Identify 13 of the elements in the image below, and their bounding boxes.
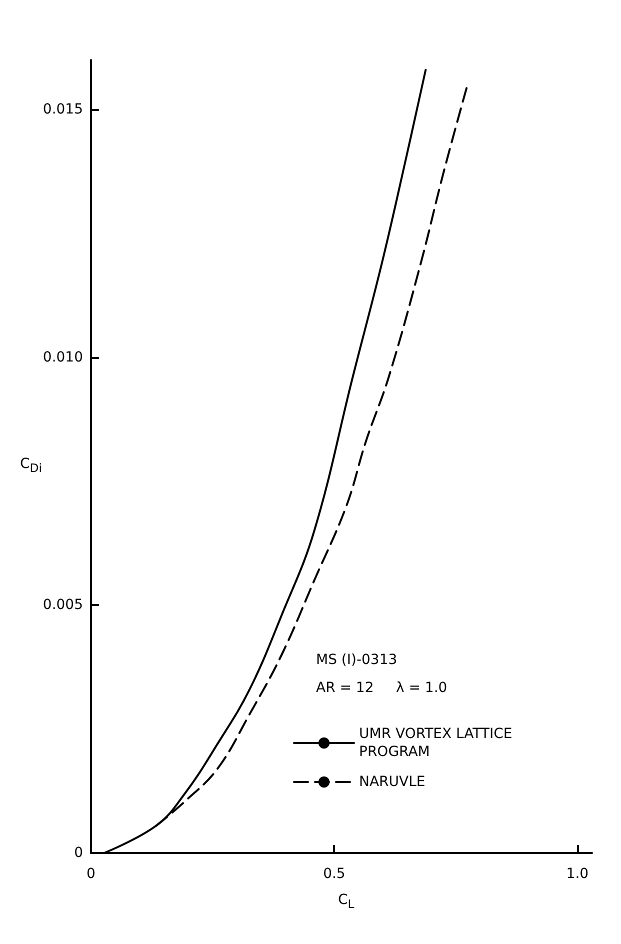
y-tick-label: 0 [74, 845, 83, 861]
annotation: MS (I)-0313 [316, 652, 398, 668]
x-tick-label: 0.5 [323, 866, 346, 882]
x-tick-label: 1.0 [566, 866, 589, 882]
y-tick-label: 0.005 [42, 597, 83, 614]
legend-label: NARUVLE [359, 774, 426, 790]
annotation: AR = 12 λ = 1.0 [316, 680, 448, 696]
y-axis-title: C$_{Di}$ [20, 456, 42, 475]
y-tick-label: 0.015 [42, 102, 83, 118]
x-axis-title: C$_{L}$ [338, 892, 354, 911]
legend-label: UMR VORTEX LATTICE PROGRAM [359, 726, 517, 760]
x-tick-label: 0 [86, 866, 96, 882]
y-tick-label: 0.010 [42, 349, 83, 366]
